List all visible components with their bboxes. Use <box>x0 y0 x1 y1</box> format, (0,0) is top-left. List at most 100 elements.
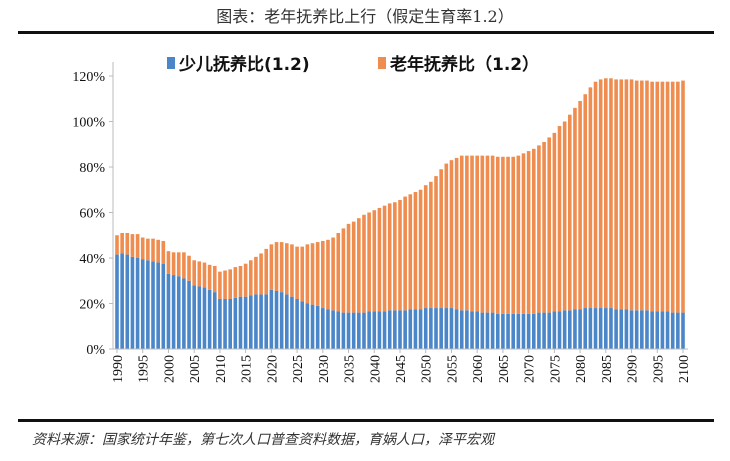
bar-elderly <box>562 121 567 311</box>
bar-child <box>351 312 356 349</box>
bar-child <box>259 294 263 349</box>
bar-elderly <box>326 239 330 310</box>
bar-child <box>526 313 531 349</box>
bar-elderly <box>537 145 541 313</box>
bar-elderly <box>228 269 232 299</box>
x-tick-label: 2025 <box>291 355 306 383</box>
bar-child <box>681 312 685 349</box>
bar-elderly <box>212 265 217 293</box>
x-tick-label: 2070 <box>523 355 538 383</box>
bar-child <box>238 296 243 349</box>
x-tick-label: 2000 <box>162 355 177 383</box>
bar-child <box>418 309 423 349</box>
bar-child <box>454 309 459 349</box>
legend-swatch-elderly <box>378 57 386 69</box>
bar-child <box>285 294 289 349</box>
y-tick-label: 80% <box>79 161 105 176</box>
bar-child <box>387 310 392 349</box>
bar-elderly <box>176 252 181 277</box>
bar-elderly <box>434 176 438 309</box>
bar-child <box>357 312 361 349</box>
bar-child <box>444 308 449 349</box>
bar-child <box>490 312 495 349</box>
bar-child <box>449 308 454 349</box>
bar-elderly <box>285 243 289 295</box>
bar-elderly <box>197 261 202 287</box>
x-tick-label: 2085 <box>600 355 615 383</box>
bar-child <box>269 289 274 349</box>
x-tick-label: 2020 <box>265 355 280 383</box>
bar-elderly <box>454 157 459 310</box>
bar-child <box>382 311 387 349</box>
bar-child <box>670 312 675 349</box>
bar-child <box>151 261 155 349</box>
bar-elderly <box>470 155 474 312</box>
bottom-rule <box>18 419 714 422</box>
bar-child <box>495 313 500 349</box>
bar-elderly <box>321 240 325 309</box>
bar-elderly <box>681 80 685 313</box>
bar-elderly <box>315 242 320 306</box>
bar-elderly <box>202 262 207 288</box>
bar-elderly <box>171 252 176 276</box>
bar-elderly <box>403 196 407 311</box>
bar-child <box>125 254 130 349</box>
bar-child <box>362 312 366 349</box>
bar-child <box>578 309 582 349</box>
bar-child <box>655 311 660 349</box>
x-tick-label: 2050 <box>420 355 435 383</box>
bar-child <box>408 309 413 349</box>
bar-child <box>552 311 557 349</box>
bar-elderly <box>130 234 135 257</box>
bar-elderly <box>578 101 582 310</box>
bar-elderly <box>501 156 505 314</box>
bar-elderly <box>393 202 397 311</box>
bar-child <box>506 313 510 349</box>
bar-child <box>547 312 552 349</box>
bar-child <box>212 292 217 349</box>
bar-elderly <box>295 246 299 299</box>
bar-child <box>243 296 248 349</box>
bar-elderly <box>614 79 618 310</box>
bar-child <box>403 310 407 349</box>
bar-child <box>660 311 665 349</box>
bar-child <box>192 285 196 349</box>
bar-child <box>434 308 438 349</box>
x-tick-label: 2030 <box>317 355 332 383</box>
bar-child <box>624 309 629 349</box>
bar-child <box>614 309 618 349</box>
bar-child <box>202 287 207 349</box>
bar-elderly <box>568 114 572 311</box>
bar-elderly <box>418 189 423 310</box>
bar-elderly <box>115 235 119 255</box>
bar-elderly <box>660 81 665 312</box>
bar-child <box>480 312 485 349</box>
bar-elderly <box>182 252 186 279</box>
bar-child <box>393 310 397 349</box>
bar-elderly <box>362 214 366 313</box>
bar-elderly <box>413 192 418 310</box>
bar-elderly <box>372 210 377 312</box>
bar-elderly <box>490 155 495 313</box>
bar-elderly <box>259 253 263 295</box>
bar-elderly <box>166 251 171 274</box>
bar-child <box>223 298 227 349</box>
bar-child <box>568 310 572 349</box>
bar-elderly <box>676 81 680 313</box>
bar-child <box>562 310 567 349</box>
bar-child <box>619 309 624 349</box>
bar-child <box>439 308 443 349</box>
bar-elderly <box>634 80 639 311</box>
x-tick-label: 2015 <box>240 355 255 383</box>
bar-child <box>470 311 474 349</box>
bar-child <box>331 310 335 349</box>
bar-elderly <box>619 79 624 310</box>
bar-elderly <box>475 155 479 312</box>
bar-child <box>176 276 181 349</box>
bar-elderly <box>207 264 212 290</box>
bar-elderly <box>305 244 310 304</box>
bar-elderly <box>593 81 598 309</box>
bar-child <box>604 308 608 349</box>
legend-label-child: 少儿抚养比(1.2) <box>178 54 310 75</box>
bar-child <box>583 308 588 349</box>
